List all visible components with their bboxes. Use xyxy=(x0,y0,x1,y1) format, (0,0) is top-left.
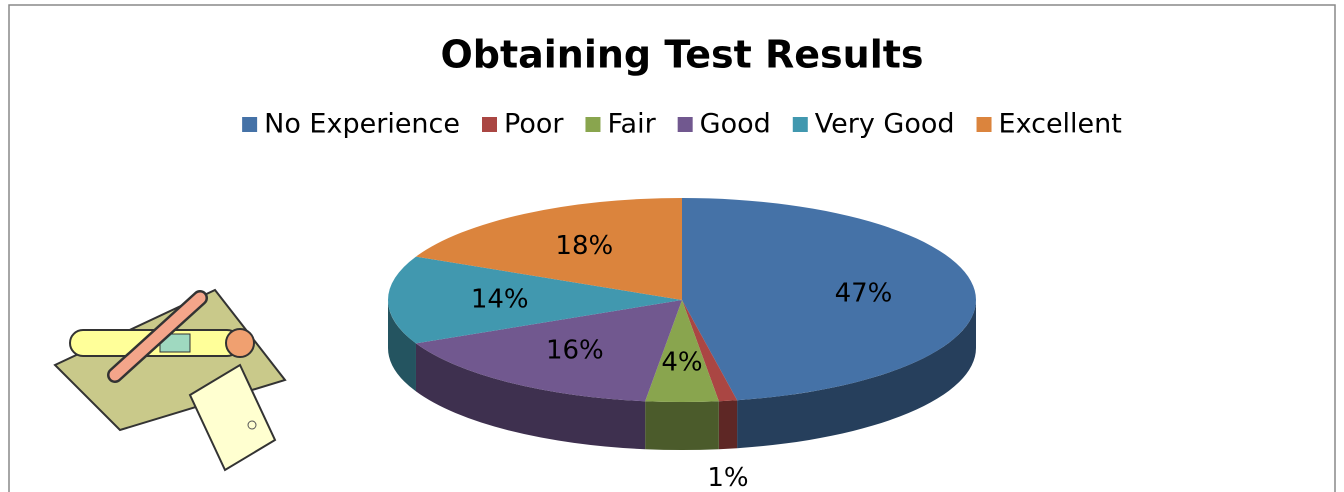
chart: Obtaining Test Results No Experience Poor… xyxy=(0,0,1344,492)
legend-swatch xyxy=(793,117,808,132)
slice-side xyxy=(645,401,719,450)
legend-swatch xyxy=(242,117,257,132)
data-label: 14% xyxy=(471,285,529,315)
legend-swatch xyxy=(977,117,992,132)
legend-label: Excellent xyxy=(999,109,1122,140)
legend-label: Very Good xyxy=(815,109,955,140)
legend-label: Poor xyxy=(504,109,564,140)
page: {"chart_data": {"type": "pie", "title": … xyxy=(0,0,1344,492)
data-label: 18% xyxy=(555,231,613,261)
legend-label: Good xyxy=(700,109,771,140)
data-label: 16% xyxy=(546,336,604,366)
legend-label: Fair xyxy=(607,109,656,140)
data-label: 47% xyxy=(835,279,893,309)
data-label: 1% xyxy=(707,463,748,492)
slice-side xyxy=(719,400,737,449)
chart-title: Obtaining Test Results xyxy=(440,33,923,77)
legend-swatch xyxy=(678,117,693,132)
legend-swatch xyxy=(585,117,600,132)
legend-label: No Experience xyxy=(264,109,460,140)
legend-swatch xyxy=(482,117,497,132)
data-label: 4% xyxy=(661,348,702,378)
